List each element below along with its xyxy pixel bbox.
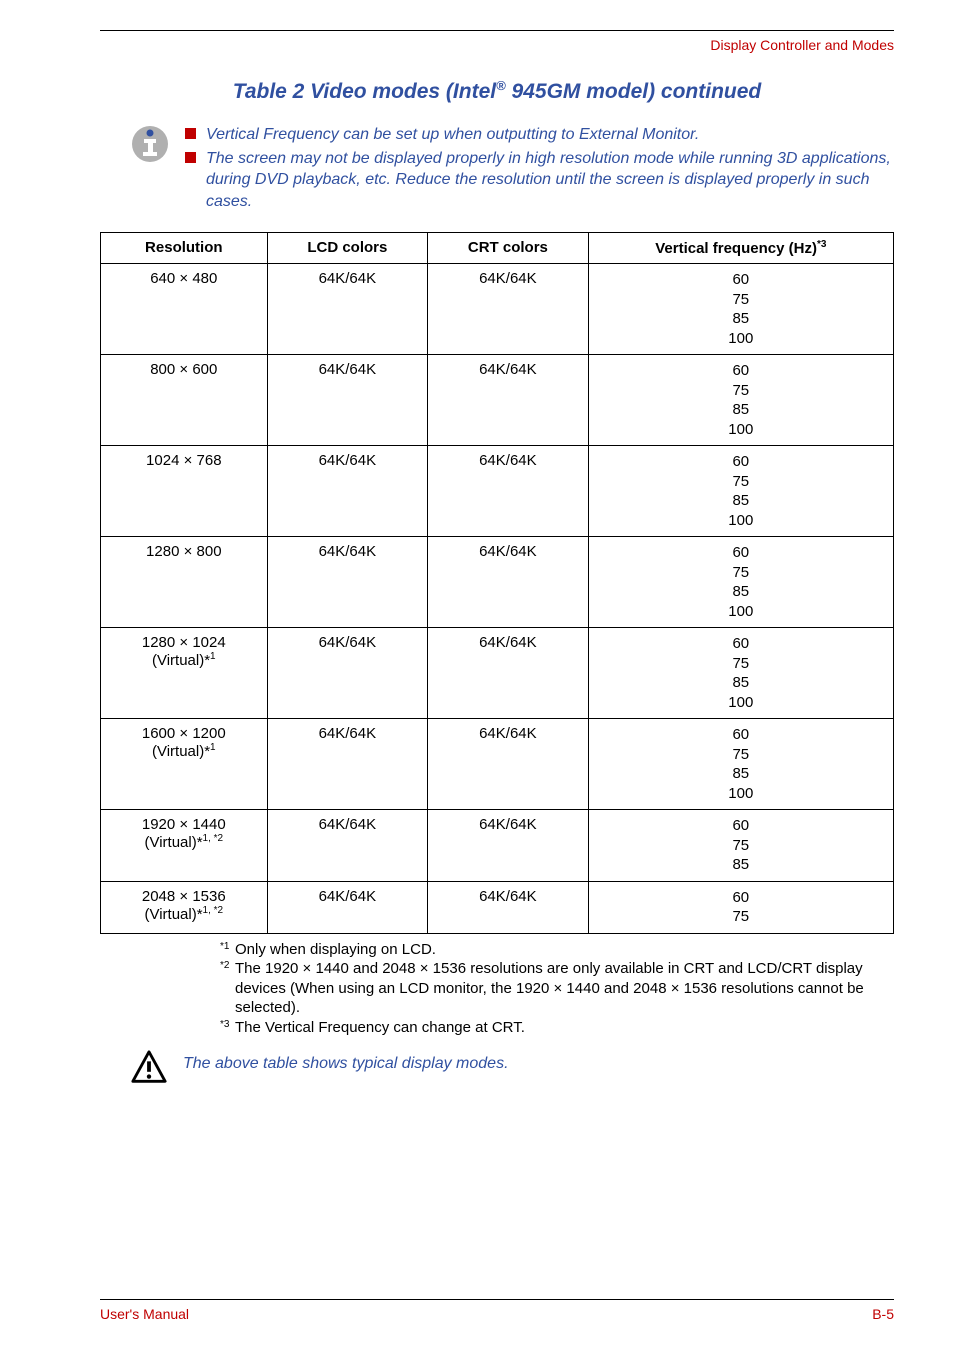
footnote: *3 The Vertical Frequency can change at … — [220, 1018, 894, 1038]
footnote: *2 The 1920 × 1440 and 2048 × 1536 resol… — [220, 959, 894, 1018]
table-row: 2048 × 1536(Virtual)*1, *264K/64K64K/64K… — [101, 881, 894, 933]
footnote-mark: *1 — [220, 940, 232, 960]
table-row: 1024 × 76864K/64K64K/64K607585100 — [101, 446, 894, 537]
info-notes: Vertical Frequency can be set up when ou… — [185, 124, 894, 214]
cell-freq: 607585100 — [588, 355, 893, 446]
footnote-text: The 1920 × 1440 and 2048 × 1536 resoluti… — [235, 959, 894, 1018]
table-row: 640 × 48064K/64K64K/64K607585100 — [101, 264, 894, 355]
footer-row: User's Manual B-5 — [100, 1306, 894, 1322]
table-row: 1600 × 1200(Virtual)*164K/64K64K/64K6075… — [101, 719, 894, 810]
cell-resolution: 800 × 600 — [101, 355, 268, 446]
cell-freq: 607585100 — [588, 446, 893, 537]
cell-resolution: 1600 × 1200(Virtual)*1 — [101, 719, 268, 810]
bullet-icon — [185, 152, 196, 163]
table-row: 1920 × 1440(Virtual)*1, *264K/64K64K/64K… — [101, 810, 894, 882]
cell-crt: 64K/64K — [428, 628, 589, 719]
footnote-mark: *3 — [220, 1018, 232, 1038]
cell-resolution: 2048 × 1536(Virtual)*1, *2 — [101, 881, 268, 933]
th-crt: CRT colors — [428, 233, 589, 264]
footnote: *1 Only when displaying on LCD. — [220, 940, 894, 960]
cell-crt: 64K/64K — [428, 446, 589, 537]
cell-freq: 607585100 — [588, 537, 893, 628]
cell-lcd: 64K/64K — [267, 881, 428, 933]
info-section: Vertical Frequency can be set up when ou… — [100, 124, 894, 214]
cell-freq: 607585 — [588, 810, 893, 882]
cell-resolution: 1024 × 768 — [101, 446, 268, 537]
footer-left: User's Manual — [100, 1306, 189, 1322]
cell-crt: 64K/64K — [428, 537, 589, 628]
cell-crt: 64K/64K — [428, 719, 589, 810]
cell-lcd: 64K/64K — [267, 355, 428, 446]
th-resolution: Resolution — [101, 233, 268, 264]
info-note-2-text: The screen may not be displayed properly… — [206, 148, 894, 213]
cell-crt: 64K/64K — [428, 810, 589, 882]
table-row: 1280 × 1024(Virtual)*164K/64K64K/64K6075… — [101, 628, 894, 719]
title-suffix: 945GM model) continued — [506, 80, 762, 103]
table-row: 1280 × 80064K/64K64K/64K607585100 — [101, 537, 894, 628]
footnote-text: The Vertical Frequency can change at CRT… — [235, 1018, 525, 1038]
cell-resolution: 640 × 480 — [101, 264, 268, 355]
cell-lcd: 64K/64K — [267, 810, 428, 882]
cell-lcd: 64K/64K — [267, 719, 428, 810]
cell-freq: 607585100 — [588, 628, 893, 719]
cell-crt: 64K/64K — [428, 264, 589, 355]
cell-resolution: 1920 × 1440(Virtual)*1, *2 — [101, 810, 268, 882]
cell-resolution: 1280 × 1024(Virtual)*1 — [101, 628, 268, 719]
cell-lcd: 64K/64K — [267, 628, 428, 719]
cell-crt: 64K/64K — [428, 355, 589, 446]
table-header-row: Resolution LCD colors CRT colors Vertica… — [101, 233, 894, 264]
cell-crt: 64K/64K — [428, 881, 589, 933]
info-note-1: Vertical Frequency can be set up when ou… — [185, 124, 894, 146]
info-note-2: The screen may not be displayed properly… — [185, 148, 894, 213]
cell-freq: 607585100 — [588, 264, 893, 355]
warning-section: The above table shows typical display mo… — [100, 1049, 894, 1087]
th-freq-text: Vertical frequency (Hz) — [655, 240, 817, 257]
th-lcd: LCD colors — [267, 233, 428, 264]
footer: User's Manual B-5 — [100, 1299, 894, 1322]
footer-right: B-5 — [872, 1306, 894, 1322]
footnote-text: Only when displaying on LCD. — [235, 940, 436, 960]
bullet-icon — [185, 128, 196, 139]
info-icon — [130, 124, 170, 164]
footnote-mark: *2 — [220, 959, 232, 1018]
header-section-label: Display Controller and Modes — [100, 37, 894, 53]
th-freq-sup: *3 — [817, 239, 826, 250]
warning-text: The above table shows typical display mo… — [183, 1055, 509, 1073]
table-title: Table 2 Video modes (Intel® 945GM model)… — [100, 78, 894, 104]
footer-divider — [100, 1299, 894, 1300]
warning-icon — [130, 1049, 168, 1087]
th-freq: Vertical frequency (Hz)*3 — [588, 233, 893, 264]
video-modes-table: Resolution LCD colors CRT colors Vertica… — [100, 232, 894, 934]
header-divider — [100, 30, 894, 31]
info-note-1-text: Vertical Frequency can be set up when ou… — [206, 124, 699, 146]
cell-freq: 607585100 — [588, 719, 893, 810]
cell-freq: 6075 — [588, 881, 893, 933]
table-row: 800 × 60064K/64K64K/64K607585100 — [101, 355, 894, 446]
footnotes: *1 Only when displaying on LCD.*2 The 19… — [100, 940, 894, 1038]
title-prefix: Table 2 Video modes (Intel — [233, 80, 496, 103]
cell-lcd: 64K/64K — [267, 264, 428, 355]
cell-resolution: 1280 × 800 — [101, 537, 268, 628]
cell-lcd: 64K/64K — [267, 537, 428, 628]
title-sup: ® — [496, 78, 506, 93]
cell-lcd: 64K/64K — [267, 446, 428, 537]
